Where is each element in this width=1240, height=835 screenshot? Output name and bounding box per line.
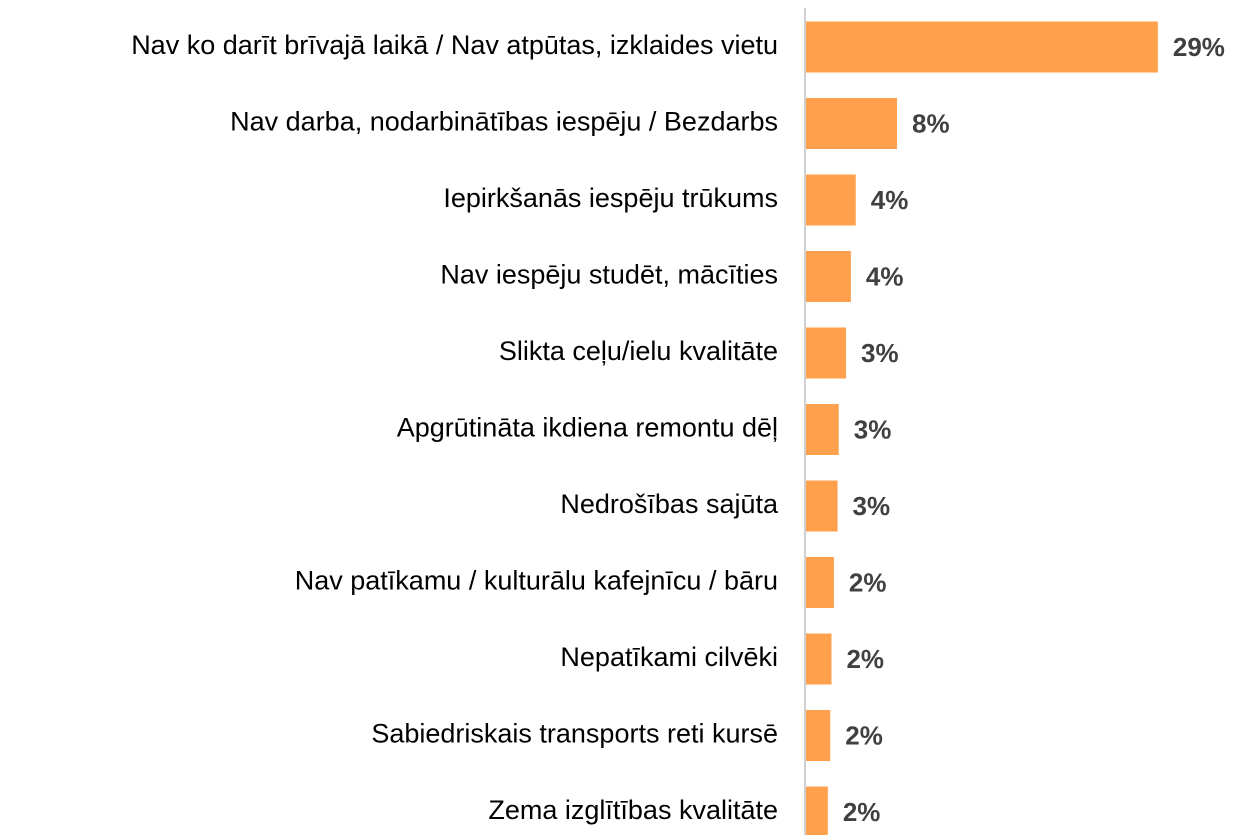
category-label: Apgrūtināta ikdiena remontu dēļ xyxy=(397,413,778,443)
category-label: Sabiedriskais transports reti kursē xyxy=(371,719,778,749)
bar xyxy=(806,21,1158,73)
value-label: 4% xyxy=(866,261,904,291)
value-label: 3% xyxy=(854,414,892,444)
value-label: 2% xyxy=(849,567,887,597)
bar xyxy=(806,251,851,302)
category-label: Nepatīkami cilvēki xyxy=(560,642,778,672)
value-label: 4% xyxy=(871,185,909,215)
value-label: 2% xyxy=(846,644,884,674)
bar xyxy=(806,404,839,455)
bar xyxy=(806,710,831,761)
bar xyxy=(806,480,838,532)
category-label: Nav patīkamu / kulturālu kafejnīcu / bār… xyxy=(295,566,778,596)
value-label: 8% xyxy=(912,108,950,138)
category-label: Nav ko darīt brīvajā laikā / Nav atpūtas… xyxy=(131,30,778,60)
bar xyxy=(806,327,847,379)
value-label: 29% xyxy=(1173,32,1225,62)
bar xyxy=(806,174,856,226)
bar xyxy=(806,786,828,835)
category-label: Nedrošības sajūta xyxy=(560,489,779,519)
bar xyxy=(806,557,834,608)
category-label: Slikta ceļu/ielu kvalitāte xyxy=(499,336,778,366)
category-label: Nav iespēju studēt, mācīties xyxy=(440,260,778,290)
bar xyxy=(806,98,897,149)
value-label: 3% xyxy=(861,338,899,368)
category-label: Nav darba, nodarbinātības iespēju / Bezd… xyxy=(230,107,778,137)
bar xyxy=(806,633,832,685)
value-label: 2% xyxy=(843,797,881,827)
value-label: 2% xyxy=(845,720,883,750)
category-label: Zema izglītības kvalitāte xyxy=(488,795,778,825)
value-label: 3% xyxy=(853,491,891,521)
category-label: Iepirkšanās iespēju trūkums xyxy=(443,183,778,213)
